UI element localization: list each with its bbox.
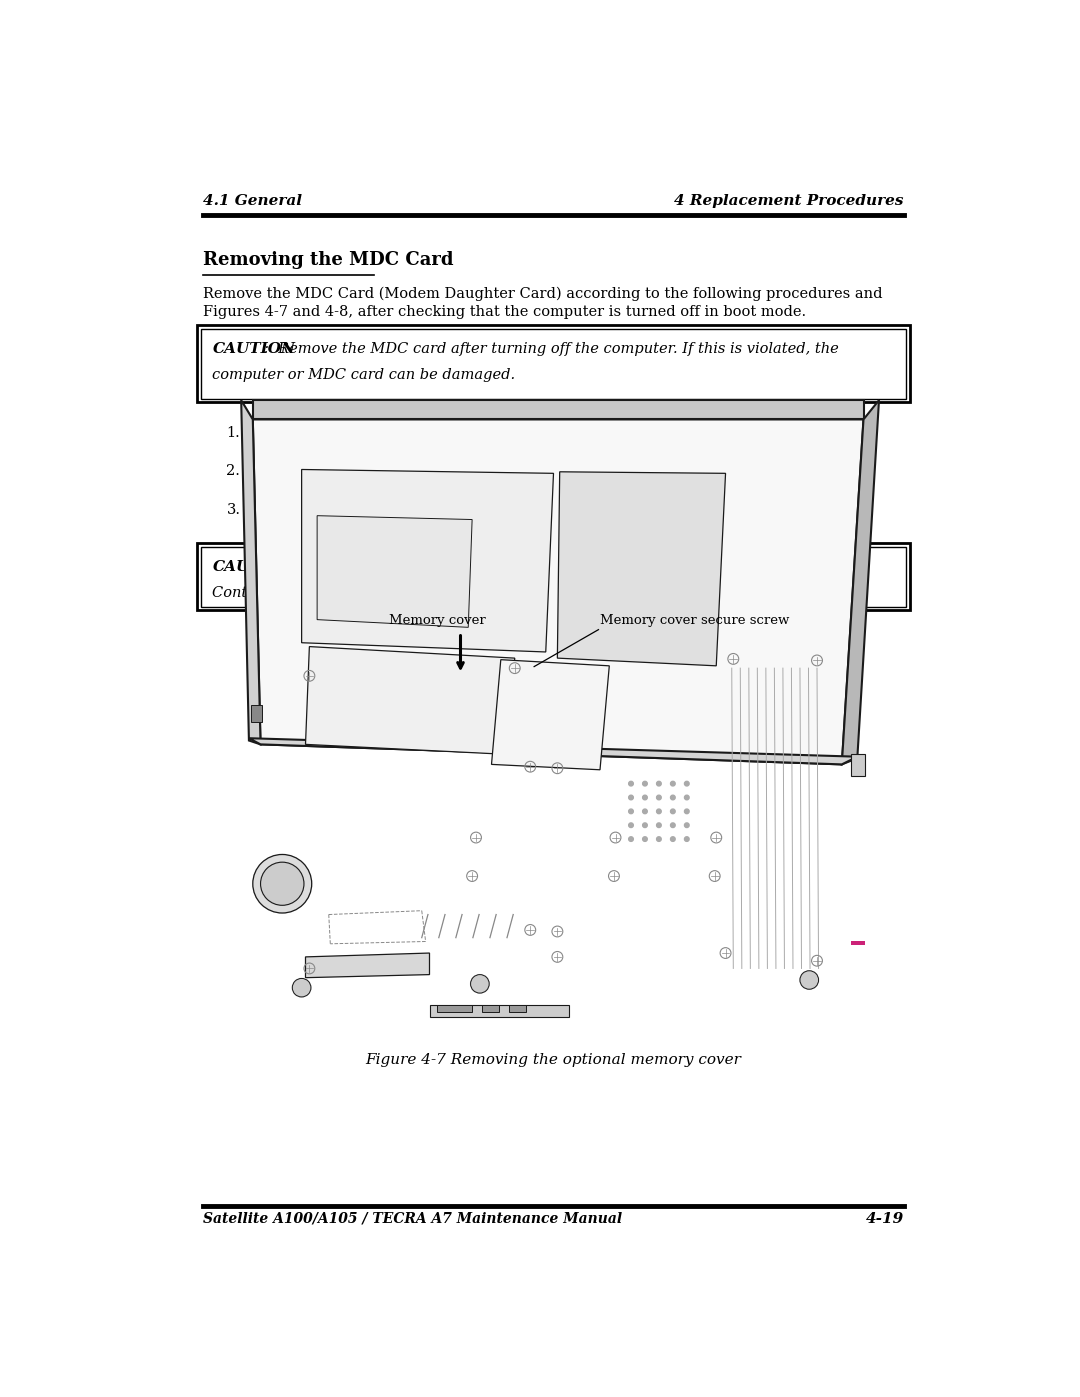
Polygon shape [248, 738, 858, 764]
Text: Figures 4-7 and 4-8, after checking that the computer is turned off in boot mode: Figures 4-7 and 4-8, after checking that… [203, 305, 807, 319]
Text: CAUTION: CAUTION [213, 560, 296, 574]
Circle shape [643, 795, 647, 800]
Circle shape [293, 978, 311, 997]
Bar [201, 548, 906, 606]
Text: Memory cover: Memory cover [389, 613, 486, 627]
Text: 4 Replacement Procedures: 4 Replacement Procedures [674, 194, 904, 208]
Text: CAUTION: CAUTION [213, 342, 296, 356]
Text: :  Remove the MDC card after turning off the computer. If this is violated, the: : Remove the MDC card after turning off … [265, 342, 839, 356]
Text: 1.: 1. [227, 426, 240, 440]
Polygon shape [306, 647, 515, 754]
Circle shape [657, 795, 661, 800]
Text: 4.1 General: 4.1 General [203, 194, 302, 208]
Circle shape [643, 823, 647, 827]
Circle shape [629, 823, 633, 827]
Bar [509, 1004, 526, 1013]
Circle shape [260, 862, 303, 905]
Polygon shape [253, 400, 864, 419]
Circle shape [685, 795, 689, 800]
Polygon shape [557, 472, 726, 666]
Circle shape [629, 809, 633, 813]
Circle shape [629, 781, 633, 787]
Circle shape [471, 975, 489, 993]
Text: 4-19: 4-19 [865, 1211, 904, 1225]
Circle shape [657, 837, 661, 841]
Circle shape [629, 795, 633, 800]
Text: Release the optional memory cover securing screw.: Release the optional memory cover securi… [249, 464, 633, 478]
Text: 2.: 2. [227, 464, 241, 478]
Polygon shape [491, 659, 609, 770]
Text: Remove the MDC Card (Modem Daughter Card) according to the following procedures : Remove the MDC Card (Modem Daughter Card… [203, 286, 882, 302]
Circle shape [685, 823, 689, 827]
Polygon shape [253, 419, 864, 764]
Circle shape [629, 837, 633, 841]
Circle shape [671, 837, 675, 841]
Bar [252, 705, 262, 722]
Bar [197, 326, 910, 402]
Polygon shape [841, 400, 879, 764]
Circle shape [657, 823, 661, 827]
Bar [851, 754, 865, 775]
Polygon shape [306, 953, 430, 978]
Bar [201, 330, 906, 398]
Circle shape [643, 837, 647, 841]
Bar [482, 1004, 499, 1013]
Text: Figure 4-7 Removing the optional memory cover: Figure 4-7 Removing the optional memory … [365, 1053, 742, 1067]
Bar [437, 1004, 472, 1013]
Circle shape [671, 795, 675, 800]
Text: :  Do not touch the connectors on the MDC card or in the computer.: : Do not touch the connectors on the MDC… [265, 560, 767, 574]
Polygon shape [318, 515, 472, 627]
Text: Removing the MDC Card: Removing the MDC Card [203, 251, 454, 268]
Polygon shape [241, 400, 260, 745]
Text: Remove the optional memory cover.: Remove the optional memory cover. [249, 503, 516, 517]
Text: Contaminated connectors can cause MDC card failures.: Contaminated connectors can cause MDC ca… [213, 585, 627, 599]
Circle shape [671, 781, 675, 787]
Circle shape [671, 809, 675, 813]
Circle shape [253, 855, 312, 914]
Circle shape [643, 809, 647, 813]
Text: Memory cover secure screw: Memory cover secure screw [600, 613, 789, 627]
Text: Turn the computer upside down.: Turn the computer upside down. [249, 426, 494, 440]
Circle shape [671, 823, 675, 827]
Circle shape [657, 809, 661, 813]
Text: Satellite A100/A105 / TECRA A7 Maintenance Manual: Satellite A100/A105 / TECRA A7 Maintenan… [203, 1211, 622, 1225]
Circle shape [643, 781, 647, 787]
Bar [430, 1006, 569, 1017]
Text: 3.: 3. [227, 503, 241, 517]
Text: computer or MDC card can be damaged.: computer or MDC card can be damaged. [213, 367, 515, 381]
Circle shape [657, 781, 661, 787]
Bar [197, 543, 910, 610]
Circle shape [685, 809, 689, 813]
Circle shape [685, 837, 689, 841]
Circle shape [685, 781, 689, 787]
Circle shape [800, 971, 819, 989]
Polygon shape [301, 469, 554, 652]
Bar [851, 940, 865, 946]
